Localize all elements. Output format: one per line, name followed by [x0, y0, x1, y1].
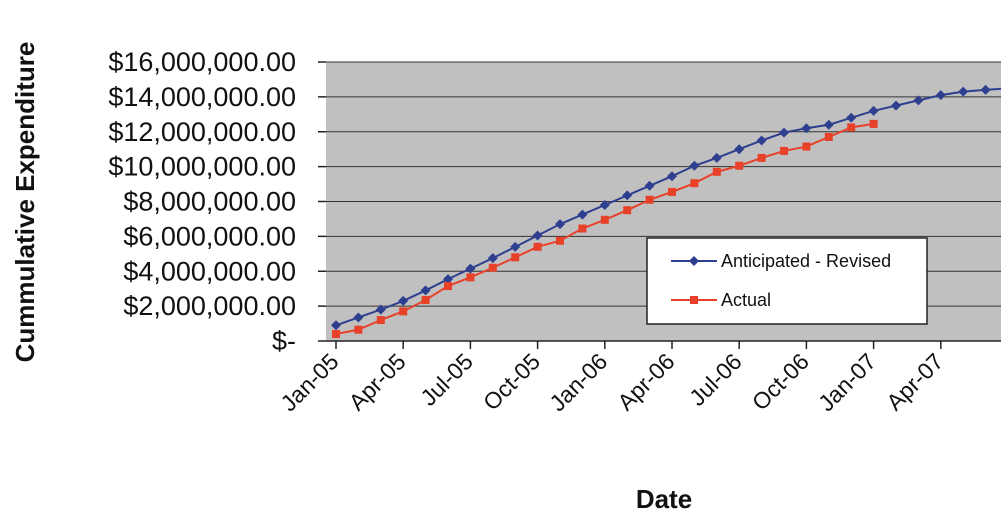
x-tick-label: Jul-06 — [684, 348, 747, 411]
data-point — [532, 230, 543, 241]
x-axis-ticks: Jan-05 Apr-05 Jul-05 Oct-05 Jan-06 Apr-06 Jul-… — [275, 341, 948, 416]
x-tick-label: Jul-05 — [415, 348, 478, 411]
data-point — [756, 135, 767, 146]
data-point — [757, 153, 766, 162]
data-point — [354, 325, 363, 334]
data-point — [891, 100, 901, 111]
data-point — [779, 127, 789, 138]
x-tick-label: Jan-06 — [544, 348, 612, 416]
y-tick-label: $4,000,000.00 — [123, 256, 296, 286]
data-point — [668, 187, 676, 196]
data-point — [980, 84, 991, 95]
y-tick-label: $8,000,000.00 — [123, 187, 296, 217]
legend-box — [646, 237, 928, 325]
x-tick-label: Apr-05 — [344, 348, 411, 415]
y-tick-label: $2,000,000.00 — [123, 291, 296, 321]
x-tick-label: Apr-07 — [881, 348, 948, 415]
data-point — [913, 95, 924, 106]
x-tick-label: Jan-05 — [275, 348, 343, 416]
data-point — [712, 167, 721, 176]
data-point — [823, 119, 834, 130]
data-point — [421, 296, 430, 305]
data-point — [533, 242, 542, 251]
data-point — [510, 241, 521, 252]
x-tick-label: Oct-06 — [747, 348, 814, 415]
x-tick-label: Jan-07 — [813, 348, 881, 416]
legend-marker-actual — [690, 296, 698, 304]
data-point — [623, 206, 632, 215]
x-tick-label: Oct-05 — [478, 348, 545, 415]
data-point — [420, 285, 431, 296]
data-point — [824, 132, 833, 141]
data-point — [556, 236, 564, 245]
data-point — [487, 253, 498, 264]
data-point — [958, 86, 969, 97]
data-point — [780, 146, 788, 155]
data-point — [868, 105, 879, 116]
legend-label-actual: Actual — [721, 290, 771, 310]
data-point — [578, 224, 587, 233]
data-point — [847, 123, 856, 132]
data-point — [802, 142, 811, 151]
data-point — [600, 215, 609, 224]
data-point — [577, 209, 588, 220]
data-point — [846, 112, 857, 123]
data-point — [375, 304, 386, 315]
data-point — [399, 307, 408, 316]
data-point — [935, 90, 946, 101]
data-point — [667, 171, 677, 182]
y-tick-label: $- — [272, 326, 296, 356]
data-point — [398, 295, 409, 306]
x-axis-title: Date — [636, 484, 692, 514]
data-point — [622, 190, 633, 201]
data-point — [599, 199, 610, 210]
data-point — [801, 123, 812, 134]
legend-marker-anticipated — [689, 256, 699, 266]
data-point — [735, 161, 744, 170]
y-tick-label: $16,000,000.00 — [108, 47, 296, 77]
legend-label-anticipated: Anticipated - Revised — [721, 251, 891, 271]
data-point — [645, 195, 654, 204]
y-tick-label: $6,000,000.00 — [123, 221, 296, 251]
data-point — [331, 320, 341, 331]
data-point — [734, 144, 745, 155]
data-point — [869, 119, 878, 128]
data-point — [511, 253, 520, 262]
y-axis-ticks: $- $2,000,000.00 $4,000,000.00 $6,000,000.0… — [108, 47, 326, 356]
y-tick-label: $14,000,000.00 — [108, 82, 296, 112]
data-point — [332, 330, 340, 339]
y-tick-label: $12,000,000.00 — [108, 117, 296, 147]
data-point — [690, 179, 699, 188]
x-tick-label: Apr-06 — [612, 348, 679, 415]
data-point — [353, 312, 364, 323]
y-tick-label: $10,000,000.00 — [108, 152, 296, 182]
legend: Anticipated - Revised Actual — [646, 237, 928, 325]
data-point — [711, 152, 722, 163]
series — [331, 84, 1001, 339]
data-point — [488, 263, 497, 272]
data-point — [555, 219, 565, 230]
data-point — [444, 282, 452, 291]
data-point — [376, 316, 385, 325]
y-axis-title: Cummulative Expenditure — [10, 42, 40, 363]
data-point — [689, 160, 700, 171]
data-point — [443, 274, 453, 285]
data-point — [466, 273, 475, 282]
data-point — [644, 180, 655, 191]
data-point — [465, 263, 476, 274]
